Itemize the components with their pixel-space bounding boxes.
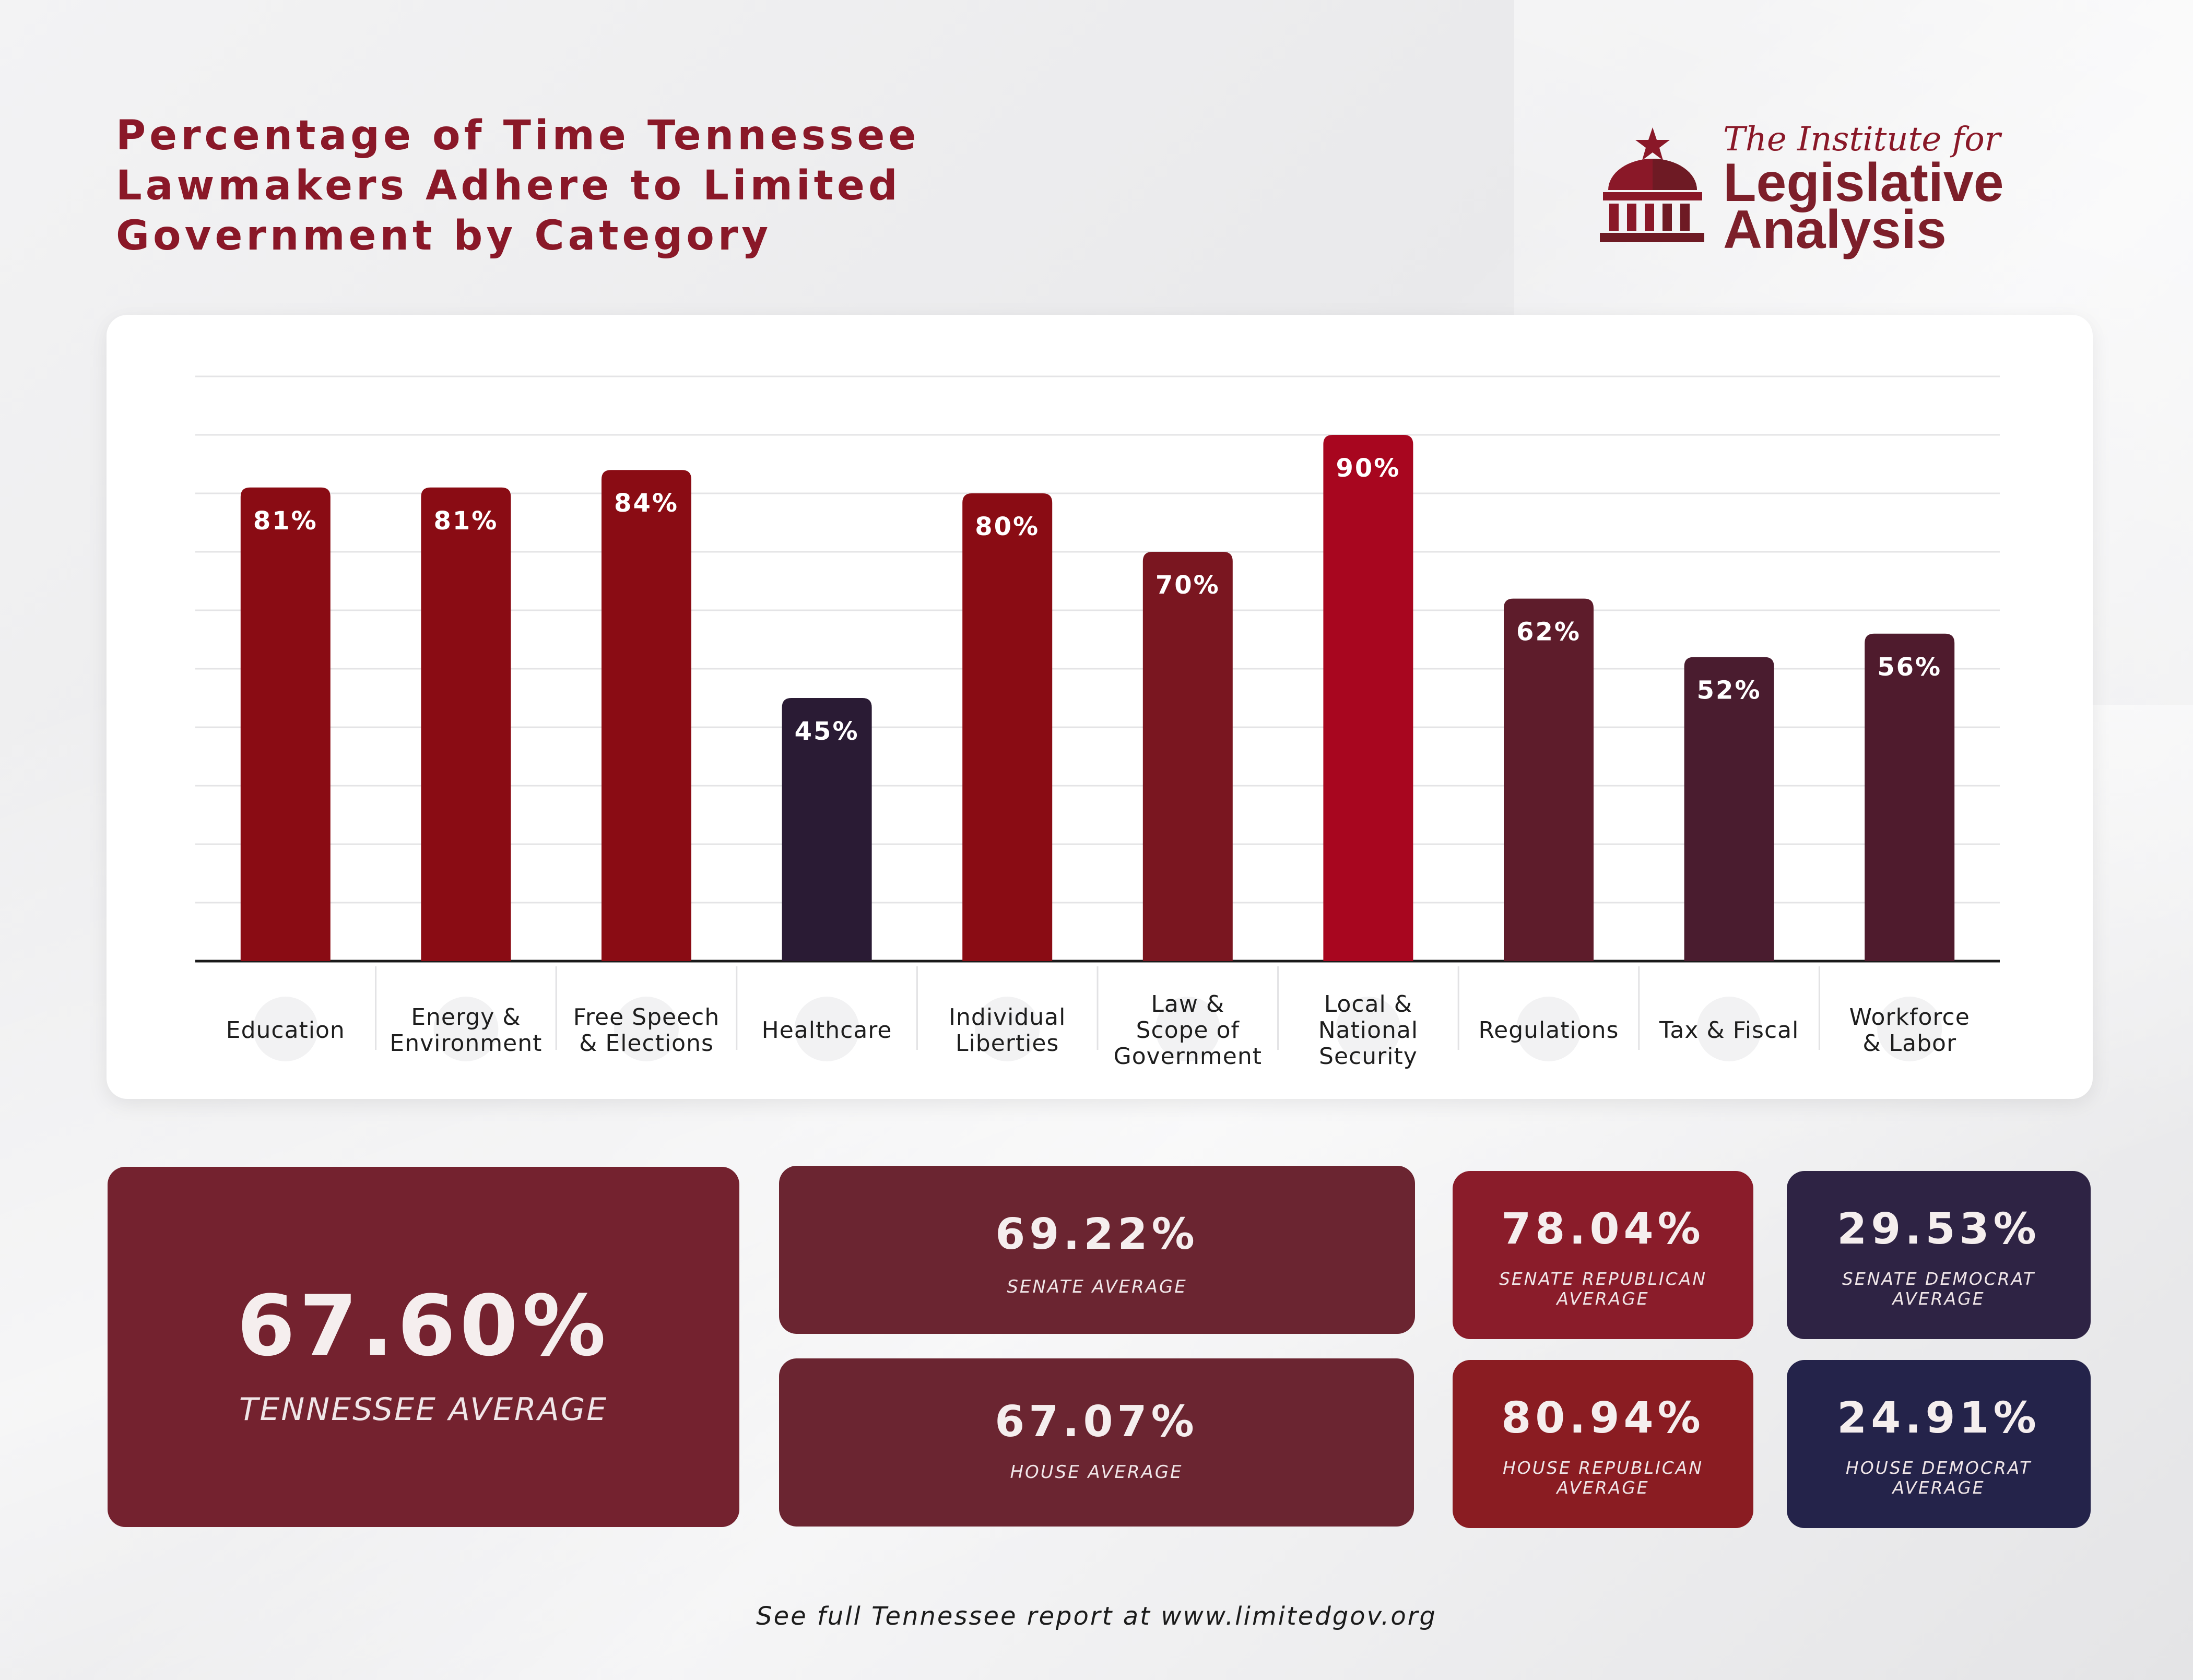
house-average-label: HOUSE AVERAGE: [1010, 1462, 1183, 1483]
category-label: Education: [226, 1017, 345, 1044]
house-democrat-average-label: HOUSE DEMOCRAT AVERAGE: [1845, 1458, 2032, 1498]
senate-republican-average-value: 78.04%: [1501, 1204, 1705, 1254]
shield-icon: [1336, 997, 1401, 1061]
bar: [1684, 657, 1774, 961]
category-label: Free Speech & Elections: [573, 1004, 720, 1057]
institute-logo: The Institute for Legislative Analysis: [1598, 120, 2068, 260]
bar-value-label: 52%: [1697, 676, 1762, 705]
bar: [1142, 552, 1233, 961]
bar-value-label: 70%: [1156, 571, 1220, 600]
bar-value-label: 56%: [1877, 653, 1942, 682]
category-label: Energy & Environment: [390, 1004, 542, 1057]
factory-icon: [433, 997, 499, 1061]
chart-panel: 81% 81% 84% 45% 80% 70% 90% 62% 52% 56% Education…: [107, 315, 2093, 1099]
house-average-card: 67.07% HOUSE AVERAGE: [779, 1358, 1414, 1527]
logo-text-small: The Institute for: [1723, 120, 2001, 159]
gavel-icon: [1155, 997, 1220, 1061]
bar-chart: 81% 81% 84% 45% 80% 70% 90% 62% 52% 56% Education…: [195, 375, 2000, 1070]
category-label: Individual Liberties: [949, 1004, 1066, 1057]
bar: [1865, 633, 1955, 961]
bar-value-label: 45%: [795, 717, 859, 746]
senate-republican-average-label: SENATE REPUBLICAN AVERAGE: [1499, 1269, 1707, 1309]
senate-democrat-average-value: 29.53%: [1837, 1204, 2041, 1254]
title-line: Government by Category: [116, 212, 772, 259]
caduceus-icon: [794, 997, 859, 1061]
graduation-cap-icon: [253, 997, 318, 1061]
bar: [962, 493, 1053, 961]
bar-value-label: 90%: [1336, 454, 1400, 483]
bar-value-label: 62%: [1516, 618, 1581, 647]
tennessee-average-value: 67.60%: [237, 1277, 610, 1375]
senate-average-card: 69.22% SENATE AVERAGE: [779, 1166, 1415, 1334]
bar-value-label: 80%: [975, 512, 1040, 541]
logo-text-analysis: Analysis: [1723, 199, 1947, 260]
bar-value-label: 81%: [253, 506, 318, 536]
house-republican-average-label: HOUSE REPUBLICAN AVERAGE: [1502, 1458, 1704, 1498]
bar: [782, 698, 872, 961]
senate-average-value: 69.22%: [995, 1210, 1199, 1259]
megaphone-icon: [614, 997, 679, 1061]
house-democrat-average-value: 24.91%: [1837, 1393, 2041, 1443]
senate-democrat-average-label: SENATE DEMOCRAT AVERAGE: [1842, 1269, 2036, 1309]
category-label: Healthcare: [762, 1017, 892, 1044]
bar: [1323, 435, 1413, 961]
house-republican-average-card: 80.94% HOUSE REPUBLICAN AVERAGE: [1453, 1360, 1753, 1528]
tennessee-average-label: TENNESSEE AVERAGE: [239, 1391, 608, 1428]
senate-average-label: SENATE AVERAGE: [1007, 1276, 1187, 1297]
tennessee-average-card: 67.60% TENNESSEE AVERAGE: [108, 1167, 739, 1527]
senate-democrat-average-card: 29.53% SENATE DEMOCRAT AVERAGE: [1787, 1171, 2091, 1339]
logo-text-legislative: Legislative: [1723, 152, 2004, 213]
category-label: Law & Scope of Government: [1114, 991, 1262, 1070]
title-line: Percentage of Time Tennessee: [116, 112, 920, 159]
category-label: Tax & Fiscal: [1659, 1017, 1799, 1044]
bar-value-label: 81%: [433, 506, 498, 536]
bar: [1504, 598, 1594, 961]
bar: [602, 470, 691, 961]
house-republican-average-value: 80.94%: [1501, 1393, 1705, 1443]
documents-icon: [1516, 997, 1581, 1061]
handshake-icon: [1877, 997, 1942, 1061]
category-label: Regulations: [1479, 1017, 1619, 1044]
page-title: Percentage of Time Tennessee Lawmakers A…: [116, 111, 1108, 261]
bar: [421, 487, 511, 961]
capitol-dome-icon: [1600, 127, 1704, 242]
torch-icon: [975, 997, 1040, 1061]
category-label: Local & National Security: [1318, 991, 1418, 1070]
footer-note: See full Tennessee report at www.limited…: [756, 1602, 1437, 1631]
senate-republican-average-card: 78.04% SENATE REPUBLICAN AVERAGE: [1453, 1171, 1753, 1339]
category-label: Workforce & Labor: [1849, 1004, 1970, 1057]
dollar-icon: [1696, 997, 1762, 1061]
house-democrat-average-card: 24.91% HOUSE DEMOCRAT AVERAGE: [1787, 1360, 2091, 1528]
bar: [240, 487, 331, 961]
title-line: Lawmakers Adhere to Limited: [116, 162, 901, 209]
bar-value-label: 84%: [614, 489, 679, 518]
house-average-value: 67.07%: [995, 1397, 1198, 1447]
